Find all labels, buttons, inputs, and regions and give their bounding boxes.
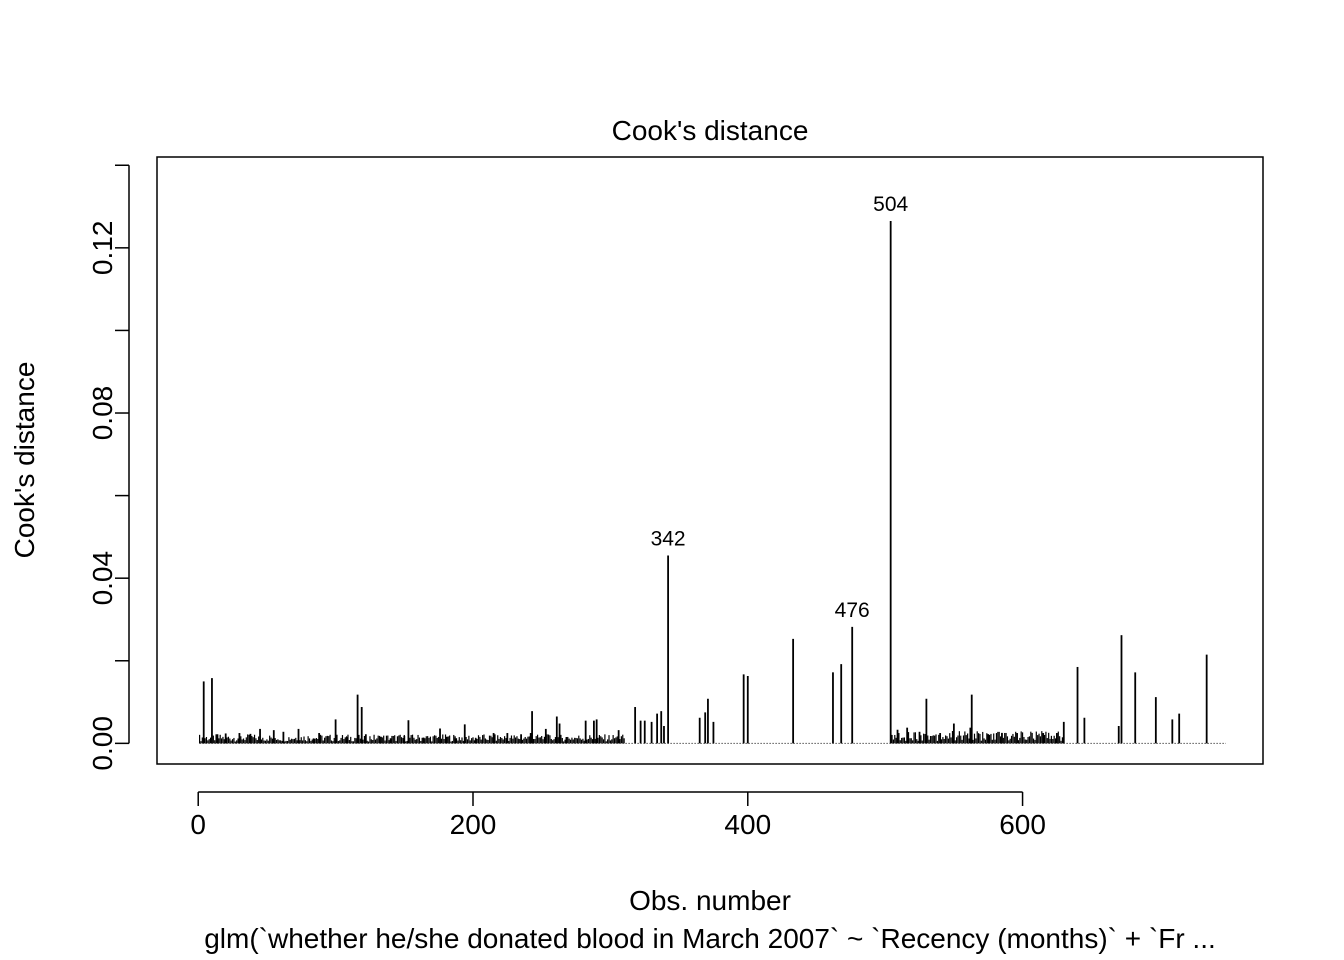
x-axis: 0 200 400 600 — [190, 791, 1046, 840]
x-tick-label: 0 — [190, 809, 206, 840]
plot-frame — [156, 156, 1264, 765]
outlier-label: 476 — [835, 599, 870, 622]
y-tick-label: 0.04 — [87, 551, 118, 606]
x-tick-label: 400 — [724, 809, 771, 840]
x-tick-label: 200 — [450, 809, 497, 840]
plot-marks: 342 476 504 — [198, 193, 1226, 744]
y-axis: 0.00 0.04 0.08 0.12 — [87, 164, 130, 771]
chart-subtitle: glm(`whether he/she donated blood in Mar… — [204, 923, 1216, 954]
chart-title: Cook's distance — [612, 115, 809, 146]
y-tick-label: 0.12 — [87, 221, 118, 276]
outlier-label: 504 — [873, 193, 908, 216]
y-tick-label: 0.08 — [87, 386, 118, 441]
y-axis-label: Cook's distance — [9, 362, 40, 559]
x-tick-label: 600 — [999, 809, 1046, 840]
x-axis-label: Obs. number — [629, 885, 791, 916]
y-tick-label: 0.00 — [87, 716, 118, 771]
outlier-label: 342 — [651, 527, 686, 550]
